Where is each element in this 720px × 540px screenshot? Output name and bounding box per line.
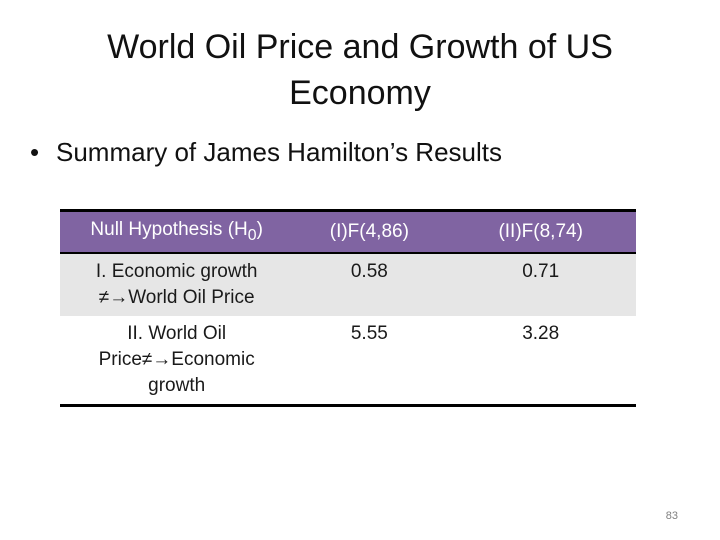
results-table: Null Hypothesis (H0) (I)F(4,86) (II)F(8,… bbox=[60, 209, 636, 407]
f-value-cell: 3.28 bbox=[445, 316, 636, 407]
header-f-4-86: (I)F(4,86) bbox=[293, 209, 446, 254]
slide-title: World Oil Price and Growth of US Economy bbox=[107, 28, 613, 112]
table-row: I. Economic growth ≠→World Oil Price 0.5… bbox=[60, 253, 636, 316]
header-f-8-74: (II)F(8,74) bbox=[445, 209, 636, 254]
header-null-hypothesis: Null Hypothesis (H0) bbox=[60, 209, 294, 254]
bullet-item: • Summary of James Hamilton’s Results bbox=[30, 134, 502, 170]
f-value-cell: 5.55 bbox=[293, 316, 446, 407]
table-row: II. World Oil Price≠→Economic growth 5.5… bbox=[60, 316, 636, 407]
f-value-cell: 0.58 bbox=[350, 261, 388, 282]
table-header-row: Null Hypothesis (H0) (I)F(4,86) (II)F(8,… bbox=[60, 209, 636, 254]
header-null-hypothesis-text: Null Hypothesis (H bbox=[90, 219, 248, 241]
hypothesis-cell: II. World Oil Price≠→Economic growth bbox=[60, 316, 294, 407]
bullet-text: Summary of James Hamilton’s Results bbox=[56, 137, 502, 167]
hypothesis-line: I. Economic growth bbox=[95, 261, 258, 282]
hypothesis-line: growth bbox=[148, 375, 206, 396]
bullet-dot-icon: • bbox=[30, 137, 40, 167]
page-number: 83 bbox=[665, 510, 678, 522]
hypothesis-line: ≠→World Oil Price bbox=[98, 287, 255, 308]
hypothesis-line: Price≠→Economic bbox=[98, 349, 255, 370]
f-value-cell: 0.71 bbox=[522, 261, 560, 282]
hypothesis-line: II. World Oil bbox=[127, 323, 227, 344]
header-null-hypothesis-close: ) bbox=[256, 219, 263, 241]
header-null-hypothesis-subscript: 0 bbox=[247, 226, 257, 244]
hypothesis-cell: I. Economic growth ≠→World Oil Price bbox=[60, 253, 293, 316]
